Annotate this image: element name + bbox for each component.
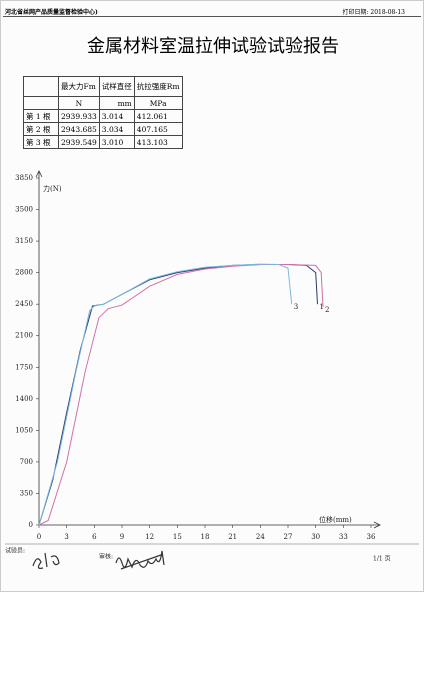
curve [38, 263, 293, 526]
axis-arrow [373, 521, 381, 529]
curve [38, 264, 324, 526]
x-tick-label: 3 [64, 533, 68, 541]
x-tick-label: 0 [37, 533, 41, 541]
x-tick-label: 27 [284, 533, 293, 541]
result-table: 最大力Fm 试样直径 抗拉强度Rm N mm MPa 第 1 根 2939.933… [23, 76, 183, 149]
x-tick-label: 18 [201, 533, 210, 541]
y-tick-label: 1750 [15, 363, 33, 371]
header-rule [3, 16, 421, 17]
title: 金属材料室温拉伸试验试验报告 [87, 36, 339, 57]
page-number: 1/1 页 [373, 556, 391, 563]
x-tick-label: 9 [120, 533, 124, 541]
curve-label: 3 [294, 303, 298, 311]
y-tick-label: 2800 [15, 269, 33, 277]
reviewer-label: 审核: [99, 553, 113, 561]
chart: 力(N) 位移(mm) 试验员: 审核: 1/1 页 0 350 700 1050 14… [5, 170, 419, 570]
cell: 2939.549 [58, 135, 100, 149]
x-tick-label: 24 [256, 533, 265, 541]
y-tick-label: 3150 [15, 237, 33, 245]
y-tick-label: 2450 [15, 300, 33, 308]
y-tick-label: 3500 [15, 206, 33, 214]
y-axis-label: 力(N) [43, 184, 62, 193]
x-tick-label: 12 [145, 533, 154, 541]
org: 河北省丝网产品质量监督检验中心) [5, 9, 98, 16]
signature [115, 550, 165, 570]
report-sheet: 河北省丝网产品质量监督检验中心) 打印日期: 2018-08-13 金属材料室温… [0, 0, 424, 592]
x-tick-label: 30 [311, 533, 320, 541]
y-tick-label: 700 [20, 458, 33, 466]
tester-label: 试验员: [5, 547, 25, 555]
y-tick-label: 3850 [15, 174, 33, 182]
cell: 3.010 [98, 135, 135, 149]
y-tick-label: 0 [29, 521, 33, 529]
print-date: 打印日期: 2018-08-13 [342, 9, 405, 16]
x-tick-label: 33 [339, 533, 348, 541]
row-label: 第 3 根 [23, 135, 59, 149]
cell: 413.103 [133, 135, 183, 149]
curve-label: 1 [320, 303, 324, 311]
x-tick-label: 36 [367, 533, 376, 541]
x-tick-label: 15 [173, 533, 182, 541]
signature [32, 552, 60, 569]
x-axis-label: 位移(mm) [319, 515, 352, 524]
y-tick-label: 2100 [15, 332, 33, 340]
x-tick-label: 6 [92, 533, 97, 541]
curve-label: 2 [325, 306, 329, 314]
y-tick-label: 1050 [15, 426, 33, 434]
axis-arrow [35, 170, 43, 178]
y-tick-label: 350 [20, 489, 33, 497]
y-tick-label: 1400 [15, 395, 33, 403]
x-tick-label: 21 [228, 533, 237, 541]
